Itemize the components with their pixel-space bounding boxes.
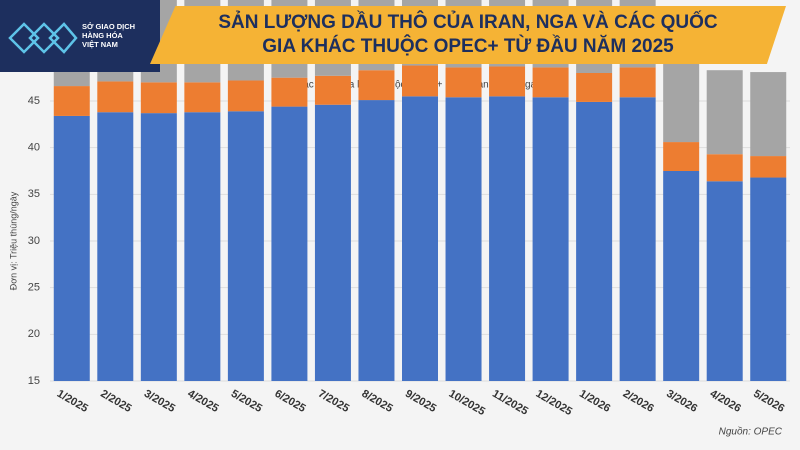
bar-segment [489,66,526,97]
logo-icon [8,22,78,54]
x-tick-label: 3/2026 [664,388,699,415]
bar-segment [402,96,438,381]
bar-segment [445,67,482,98]
y-tick-label: 45 [28,95,40,107]
x-tick-label: 7/2025 [316,388,351,415]
x-tick-label: 4/2026 [708,388,743,415]
bar-segment [97,112,134,381]
bar-segment [140,82,177,114]
logo: SỞ GIAO DỊCH HÀNG HÓA VIỆT NAM [0,0,160,72]
bar-segment [619,97,656,382]
bar-segment [227,111,264,382]
bar-segment [706,154,743,182]
bar-segment [184,82,221,113]
y-tick-label: 25 [28,282,40,294]
bar-segment [53,115,90,381]
y-tick-label: 30 [28,235,40,247]
x-tick-label: 2/2026 [621,388,656,415]
bar-segment [489,96,526,381]
bar-segment [97,81,134,113]
bar-segment [532,67,569,98]
x-tick-label: 5/2026 [751,388,786,415]
bar-segment [706,181,743,381]
y-tick-label: 15 [28,375,40,387]
bar-segment [227,80,264,112]
bar-segment [445,97,482,382]
bar-segment [53,86,90,116]
chart-title: SẢN LƯỢNG DẦU THÔ CỦA IRAN, NGA VÀ CÁC Q… [218,12,718,57]
x-tick-label: 1/2025 [55,388,90,415]
bar-segment [532,97,569,382]
title-banner: SẢN LƯỢNG DẦU THÔ CỦA IRAN, NGA VÀ CÁC Q… [150,6,786,64]
source: Nguồn: OPEC [719,426,783,438]
logo-text: SỞ GIAO DỊCH HÀNG HÓA VIỆT NAM [82,22,135,49]
bar-segment [576,73,613,102]
logo-line: HÀNG HÓA [82,31,123,40]
bar-segment [402,65,438,97]
x-tick-label: 11/2025 [490,388,530,418]
bar-segment [358,70,395,101]
y-tick-label: 40 [28,142,40,154]
x-tick-label: 3/2025 [142,388,177,415]
bar-segment [663,142,700,171]
x-tick-label: 4/2025 [185,388,220,415]
x-tick-label: 5/2025 [229,388,264,415]
bar-segment [184,112,221,381]
bar-segment [750,156,787,178]
bar-segment [271,77,308,107]
logo-line: VIỆT NAM [82,40,118,49]
x-tick-label: 8/2025 [360,388,395,415]
x-tick-label: 1/2026 [577,388,612,415]
logo-line: SỞ GIAO DỊCH [82,22,136,31]
y-tick-label: 35 [28,188,40,200]
bar-segment [271,106,308,381]
bar-segment [706,70,743,155]
x-tick-label: 6/2025 [272,388,307,415]
bar-segment [750,72,787,157]
bar-segment [663,171,700,381]
x-tick-label: 9/2025 [403,388,438,415]
x-tick-label: 10/2025 [447,388,487,418]
bar-segment [140,113,177,381]
bar-segment [576,101,613,381]
x-tick-label: 12/2025 [534,388,574,418]
bar-segment [314,75,351,105]
bar-segment [750,177,787,381]
bar-segment [314,104,351,381]
bar-segment [619,67,656,98]
y-axis-label: Đơn vị: Triệu thùng/ngày [8,191,18,290]
legend-label: Nga [518,80,537,91]
bar-segment [358,100,395,382]
x-tick-label: 2/2025 [98,388,133,415]
bar-segment [663,58,700,143]
y-tick-label: 20 [28,328,40,340]
